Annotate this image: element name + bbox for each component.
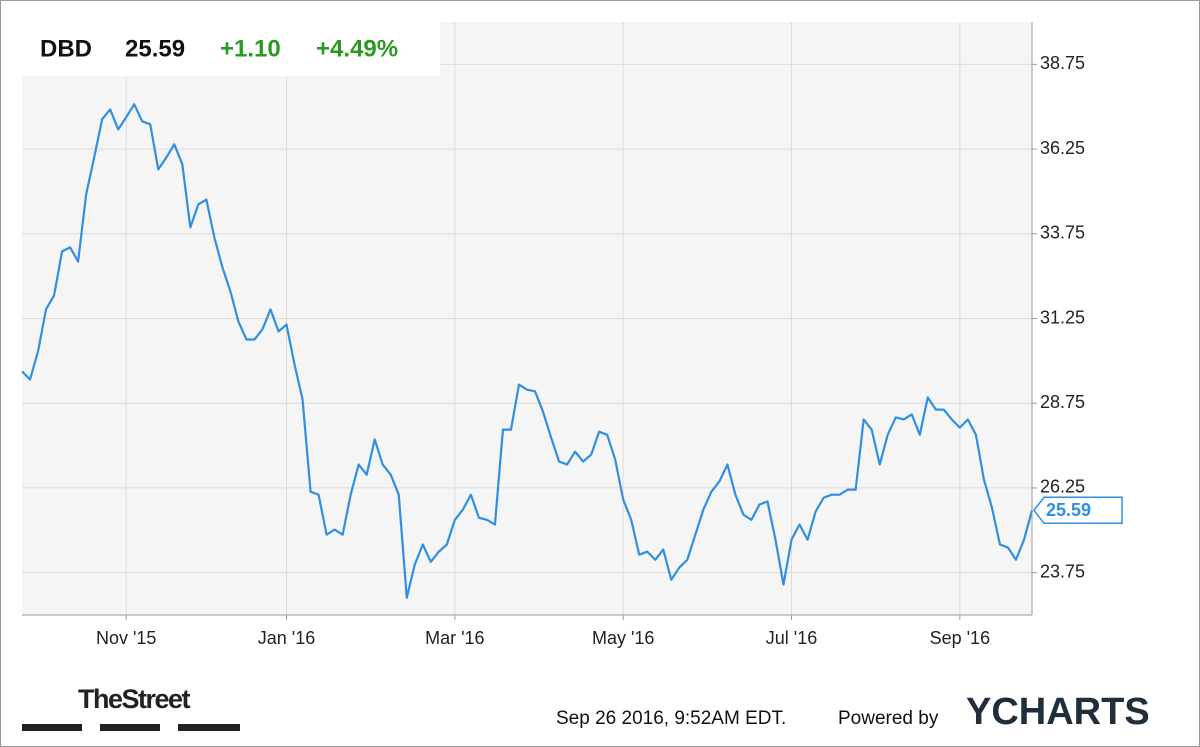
brand-logo[interactable]: YCHARTS [966,691,1150,733]
y-tick-label: 38.75 [1040,53,1085,73]
price-line [21,103,1034,599]
price: 25.59 [125,35,185,62]
logo-bar [22,724,82,731]
y-tick-label: 28.75 [1040,392,1085,412]
change-percent: +4.49% [316,35,398,62]
x-tick-label: Mar '16 [425,628,484,648]
header-box [22,22,440,76]
y-tick-label: 23.75 [1040,561,1085,581]
source-logo: TheStreet [78,684,191,714]
last-value-label: 25.59 [1046,500,1091,520]
ticker: DBD [40,35,92,62]
y-tick-label: 26.25 [1040,477,1085,497]
y-tick-label: 33.75 [1040,223,1085,243]
x-tick-label: Nov '15 [96,628,156,648]
x-tick-label: Sep '16 [930,628,991,648]
logo-bar [100,724,160,731]
series [21,103,1034,599]
timestamp: Sep 26 2016, 9:52AM EDT. [556,708,786,729]
change: +1.10 [220,35,281,62]
last-value-flag [1033,496,1123,525]
x-tick-label: Jan '16 [258,628,315,648]
x-tick-label: May '16 [592,628,654,648]
logo-bar [178,724,240,731]
y-tick-label: 36.25 [1040,138,1085,158]
powered-by: Powered by [838,708,939,729]
y-tick-label: 31.25 [1040,307,1085,327]
x-tick-label: Jul '16 [766,628,817,648]
